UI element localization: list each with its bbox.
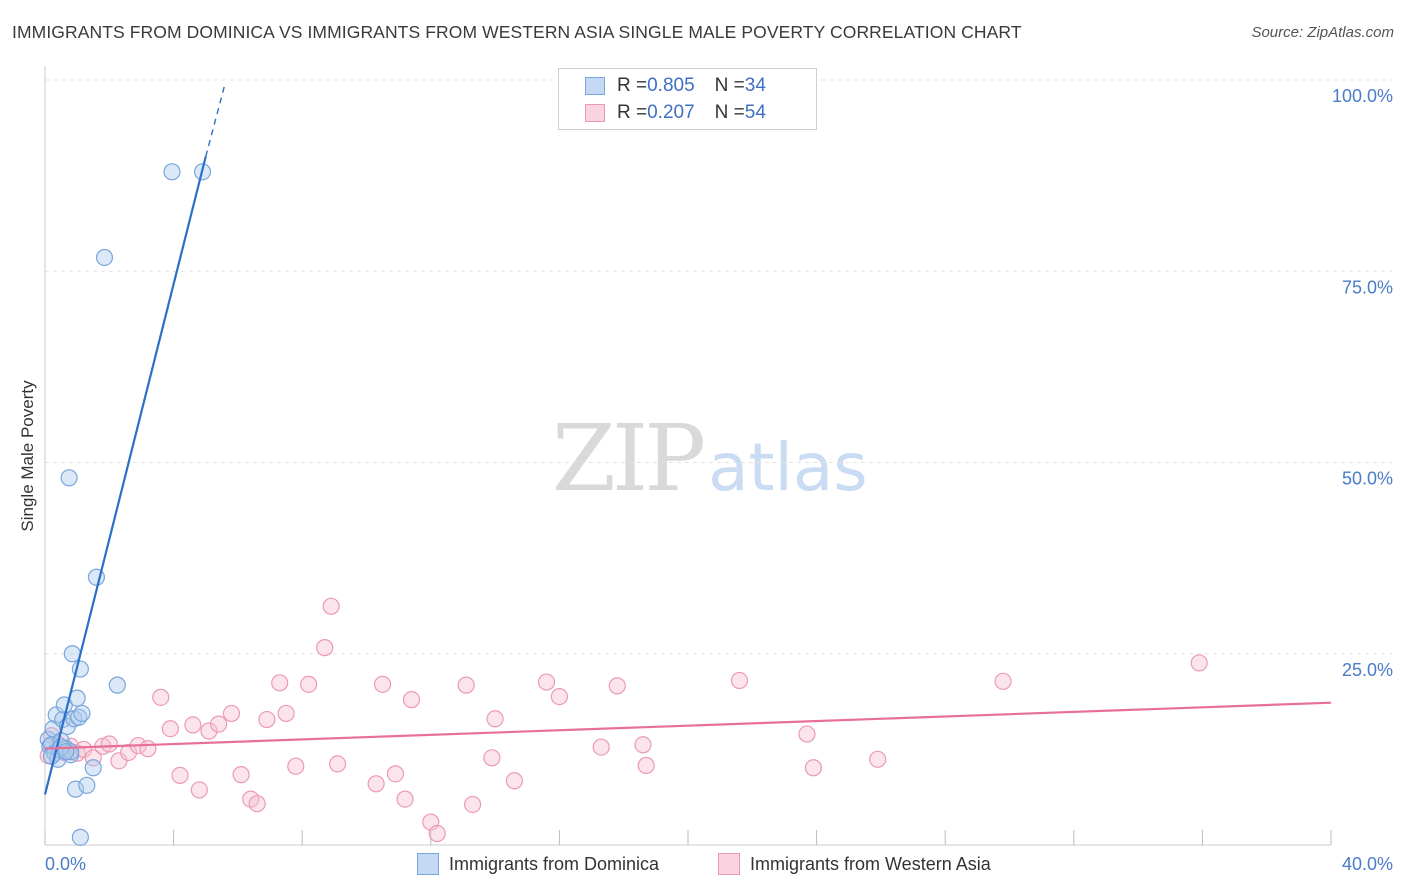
western-asia-point (161, 720, 179, 738)
legend-n-value: 34 (744, 75, 766, 96)
western-asia-point (634, 736, 652, 754)
source-label: Source: ZipAtlas.com (1251, 24, 1394, 41)
western-asia-point (248, 795, 266, 813)
dominica-trend-extension (205, 83, 226, 157)
tick-labels: 100.0% 75.0% 50.0% 25.0% 0.0% 40.0% (45, 86, 1393, 874)
dominica-point (78, 776, 96, 794)
series-swatch-pink (718, 853, 740, 875)
y-tick-label: 25.0% (1342, 660, 1393, 680)
western-asia-point (537, 673, 556, 691)
western-asia-point (608, 677, 626, 695)
western-asia-point (1190, 654, 1208, 672)
western-asia-point (328, 755, 347, 773)
y-tick-label: 50.0% (1342, 469, 1393, 489)
axes (44, 66, 1332, 846)
western-asia-point (222, 704, 241, 723)
correlation-legend: R = 0.805 N = 34 R = 0.207 N = 54 (558, 68, 817, 130)
y-tick-label: 75.0% (1342, 277, 1393, 297)
trend-lines (43, 83, 1332, 795)
western-asia-point (322, 597, 340, 615)
western-asia-point (152, 688, 170, 706)
western-asia-point (730, 671, 749, 690)
western-asia-point (550, 687, 569, 706)
western-asia-point (637, 756, 655, 775)
western-asia-point (367, 775, 385, 793)
western-asia-point (171, 766, 189, 784)
series-legend-dominica: Immigrants from Dominica (417, 852, 659, 876)
western-asia-point (457, 676, 475, 694)
western-asia-point (798, 725, 816, 743)
y-tick-label: 100.0% (1332, 86, 1393, 106)
western-asia-point (210, 715, 228, 733)
legend-n-label: N = (714, 102, 745, 123)
western-asia-point (396, 790, 414, 808)
western-asia-point (483, 749, 501, 767)
western-asia-point (505, 772, 523, 790)
legend-r-label: R = (617, 102, 648, 123)
western-asia-point (139, 740, 157, 758)
gridlines (45, 79, 1392, 655)
western-asia-point (592, 738, 610, 756)
dominica-point (108, 676, 126, 694)
legend-r-value: 0.805 (647, 75, 695, 96)
series-label-western-asia: Immigrants from Western Asia (750, 853, 991, 874)
legend-row-western-asia: R = 0.207 N = 54 (585, 101, 766, 125)
western-asia-point (277, 704, 295, 723)
legend-row-dominica: R = 0.805 N = 34 (585, 74, 766, 98)
dominica-point (60, 469, 78, 487)
western-asia-point (184, 716, 202, 734)
western-asia-point (486, 710, 504, 728)
legend-n-label: N = (714, 75, 745, 96)
x-tick-label: 0.0% (45, 854, 86, 874)
western-asia-point (84, 749, 102, 767)
western-asia-point (232, 766, 250, 784)
dominica-trend-line (43, 156, 207, 795)
western-asia-point (463, 795, 482, 814)
western-asia-point (994, 672, 1012, 690)
data-points (39, 163, 1208, 846)
western-asia-point (287, 757, 305, 775)
western-asia-point (428, 824, 446, 843)
series-swatch-blue (417, 853, 439, 875)
chart-title: IMMIGRANTS FROM DOMINICA VS IMMIGRANTS F… (12, 22, 1022, 42)
western-asia-point (869, 750, 887, 768)
western-asia-point (373, 675, 392, 693)
western-asia-trend-line (44, 701, 1332, 750)
western-asia-point (258, 710, 276, 729)
legend-swatch-blue (585, 77, 605, 95)
dominica-point (95, 248, 114, 267)
series-legend-western-asia: Immigrants from Western Asia (718, 852, 991, 876)
dominica-point (84, 759, 102, 777)
western-asia-point (386, 765, 405, 783)
western-asia-point (271, 674, 289, 692)
legend-r-value: 0.207 (647, 102, 695, 123)
x-tick-label: 40.0% (1342, 854, 1393, 874)
western-asia-point (100, 735, 118, 753)
legend-swatch-pink (585, 104, 605, 122)
dominica-point (71, 828, 89, 846)
western-asia-point (402, 691, 421, 709)
series-label-dominica: Immigrants from Dominica (449, 853, 660, 874)
dominica-point (66, 780, 85, 798)
western-asia-point (316, 639, 334, 657)
dominica-point (57, 743, 75, 761)
legend-n-value: 54 (744, 102, 766, 123)
legend-r-label: R = (617, 75, 648, 96)
western-asia-point (190, 781, 208, 799)
western-asia-point (119, 743, 138, 762)
western-asia-point (300, 675, 318, 693)
western-asia-point (804, 759, 822, 777)
western-asia-point (200, 722, 218, 740)
dominica-point (73, 704, 91, 723)
dominica-point (163, 163, 181, 181)
